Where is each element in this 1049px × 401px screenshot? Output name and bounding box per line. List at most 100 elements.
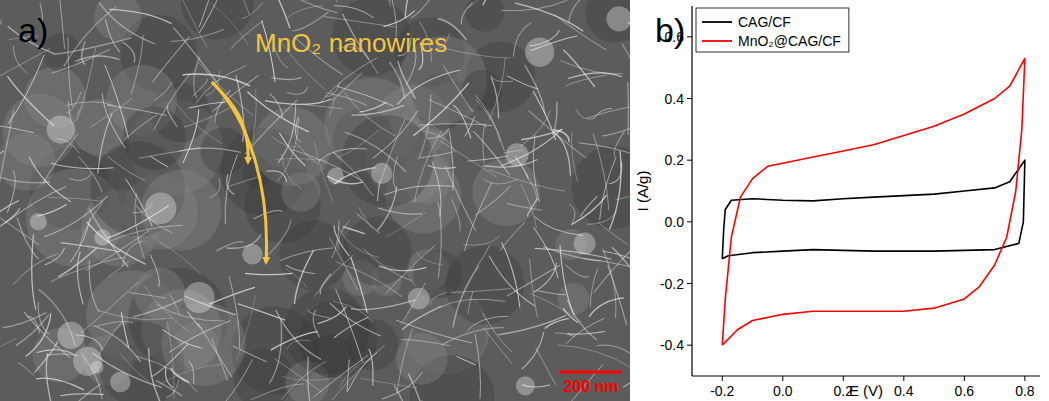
nanowire-texture [266, 0, 290, 28]
image-background [0, 0, 630, 401]
nanowire-texture [553, 102, 557, 135]
nanowire-texture [351, 300, 416, 310]
nanowire-texture [405, 0, 410, 19]
nanowire-texture [397, 329, 413, 394]
nanowire-texture [149, 348, 168, 401]
legend-label: MnO₂@CAG/CF [738, 33, 841, 49]
x-tick-label: 0.8 [1015, 383, 1035, 399]
nanowire-texture [121, 312, 129, 348]
nanowire-texture [461, 3, 472, 25]
nanowire-texture [13, 46, 26, 74]
nanowire-texture [199, 63, 253, 116]
texture-blob [585, 0, 630, 42]
nanowire-texture [445, 166, 475, 231]
texture-blob [122, 107, 185, 170]
y-axis-title: I (A/g) [634, 171, 651, 212]
bright-spot [408, 288, 430, 310]
nanowire-texture [489, 255, 535, 306]
nanowire-texture [0, 208, 19, 226]
nanowire-texture [489, 58, 505, 121]
nanowire-texture [443, 65, 473, 112]
panel-label: b) [655, 11, 685, 49]
nanowire-texture [483, 328, 512, 364]
nanowire-texture [182, 74, 250, 86]
nanowire-texture [286, 6, 323, 19]
texture-blob [279, 220, 349, 290]
nanowire-texture [320, 274, 331, 294]
nanowire-texture [269, 319, 281, 383]
nanowire-texture [387, 212, 426, 236]
nanowire-texture [304, 105, 343, 109]
nanowire-texture [170, 29, 224, 41]
nanowire-texture [334, 6, 374, 18]
nanowire-texture [99, 322, 122, 356]
legend-swatch [702, 21, 732, 23]
nanowire-texture [318, 148, 367, 161]
nanowire-texture [7, 170, 15, 212]
nanowire-texture [124, 115, 157, 140]
nanowire-texture [579, 143, 630, 158]
nanowire-texture [282, 376, 342, 380]
nanowire-texture [156, 381, 182, 396]
nanowire-texture [475, 186, 511, 216]
nanowire-texture [139, 148, 200, 159]
series-line [722, 58, 1025, 345]
nanowire-texture [561, 61, 624, 74]
nanowire-texture [536, 347, 557, 385]
nanowire-texture [102, 93, 125, 148]
nanowire-texture [228, 176, 261, 187]
nanowire-texture [616, 195, 630, 200]
nanowire-texture [343, 227, 365, 234]
nanowire-texture [568, 0, 593, 23]
x-tick-label: 0.4 [894, 383, 914, 399]
nanowire-texture [51, 163, 113, 168]
nanowire-texture [287, 87, 308, 95]
nanowire-texture [428, 165, 456, 168]
nanowire-texture [183, 109, 199, 162]
texture-blob [558, 283, 590, 315]
nanowire-texture [46, 353, 57, 401]
legend-box [696, 8, 849, 52]
nanowire-texture [593, 134, 609, 211]
x-tick [1024, 376, 1025, 381]
nanowire-texture [318, 306, 347, 323]
nanowire-texture [98, 310, 172, 319]
nanowire-texture [36, 378, 84, 390]
nanowire-texture [198, 323, 232, 377]
nanowire-texture [475, 334, 480, 399]
x-tick [722, 376, 723, 381]
bright-spot [94, 229, 110, 245]
nanowire-texture [627, 82, 628, 134]
nanowire-texture [429, 100, 487, 127]
y-axis-line [691, 6, 692, 376]
nanowire-texture [484, 179, 519, 184]
nanowire-texture [563, 50, 595, 87]
nanowire-texture [352, 105, 405, 115]
nanowire-texture [336, 262, 402, 297]
nanowire-texture [475, 95, 505, 151]
nanowire-texture [68, 37, 72, 107]
arrow [212, 82, 267, 262]
nanowire-texture [236, 295, 255, 360]
nanowire-texture [308, 357, 313, 401]
nanowire-texture [360, 378, 417, 388]
nanowire-texture [457, 356, 476, 364]
nanowire-texture [167, 106, 177, 127]
bright-spot [371, 163, 392, 184]
nanowire-texture [500, 222, 525, 251]
nanowire-texture [245, 273, 293, 274]
nanowire-texture [336, 289, 363, 362]
nanowire-texture [502, 243, 520, 308]
nanowire-texture [307, 310, 330, 318]
nanowire-texture [151, 156, 168, 166]
nanowire-texture [566, 318, 604, 344]
texture-blob [342, 216, 411, 285]
nanowire-texture [608, 265, 627, 325]
y-tick [687, 98, 692, 99]
nanowire-texture [602, 124, 630, 136]
nanowire-texture [292, 149, 363, 181]
nanowire-texture [285, 268, 308, 287]
nanowire-texture [162, 329, 201, 348]
nanowire-texture [357, 213, 380, 233]
nanowire-texture [314, 255, 353, 297]
